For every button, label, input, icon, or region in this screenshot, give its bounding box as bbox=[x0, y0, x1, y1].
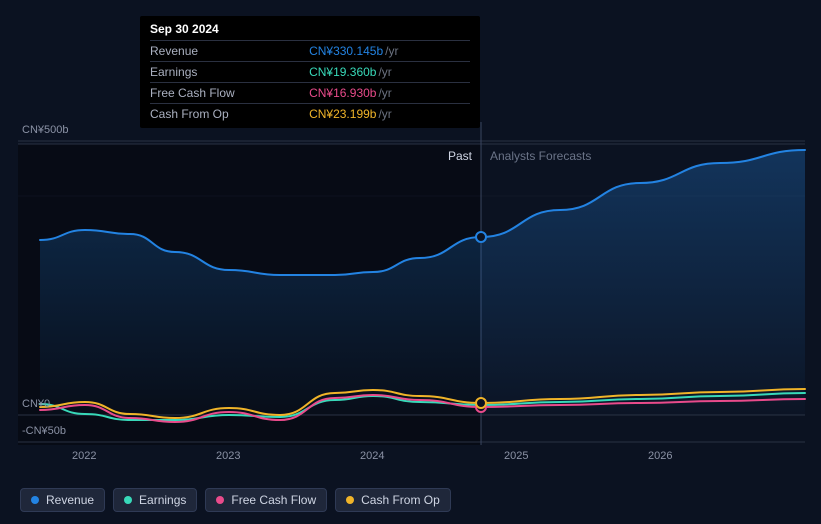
tooltip-unit: /yr bbox=[385, 44, 398, 58]
tooltip-date: Sep 30 2024 bbox=[150, 22, 470, 36]
legend: Revenue Earnings Free Cash Flow Cash Fro… bbox=[20, 488, 451, 512]
y-tick-neg50b: -CN¥50b bbox=[22, 425, 66, 437]
forecast-label: Analysts Forecasts bbox=[490, 149, 591, 163]
legend-dot-icon bbox=[216, 496, 224, 504]
tooltip-label: Earnings bbox=[150, 62, 291, 83]
legend-item-revenue[interactable]: Revenue bbox=[20, 488, 105, 512]
tooltip-label: Free Cash Flow bbox=[150, 83, 291, 104]
legend-label: Cash From Op bbox=[361, 493, 440, 507]
legend-label: Earnings bbox=[139, 493, 186, 507]
x-tick-2026: 2026 bbox=[648, 450, 672, 462]
x-tick-2022: 2022 bbox=[72, 450, 96, 462]
legend-label: Free Cash Flow bbox=[231, 493, 316, 507]
tooltip-label: Cash From Op bbox=[150, 104, 291, 125]
tooltip-row-earnings: Earnings CN¥19.360b/yr bbox=[150, 62, 470, 83]
tooltip-unit: /yr bbox=[378, 65, 391, 79]
tooltip-row-cfo: Cash From Op CN¥23.199b/yr bbox=[150, 104, 470, 125]
tooltip-value: CN¥19.360b bbox=[309, 65, 376, 79]
x-tick-2023: 2023 bbox=[216, 450, 240, 462]
financials-chart: CN¥500b CN¥0 -CN¥50b Past Analysts Forec… bbox=[0, 0, 821, 524]
y-tick-500b: CN¥500b bbox=[22, 124, 68, 136]
y-tick-0: CN¥0 bbox=[22, 398, 50, 410]
tooltip-value: CN¥23.199b bbox=[309, 107, 376, 121]
past-label: Past bbox=[448, 149, 472, 163]
legend-item-cfo[interactable]: Cash From Op bbox=[335, 488, 451, 512]
tooltip-unit: /yr bbox=[378, 107, 391, 121]
legend-label: Revenue bbox=[46, 493, 94, 507]
legend-item-earnings[interactable]: Earnings bbox=[113, 488, 197, 512]
tooltip-row-fcf: Free Cash Flow CN¥16.930b/yr bbox=[150, 83, 470, 104]
tooltip-value: CN¥330.145b bbox=[309, 44, 383, 58]
legend-dot-icon bbox=[124, 496, 132, 504]
tooltip-value: CN¥16.930b bbox=[309, 86, 376, 100]
hover-tooltip: Sep 30 2024 Revenue CN¥330.145b/yr Earni… bbox=[140, 16, 480, 128]
x-tick-2024: 2024 bbox=[360, 450, 384, 462]
legend-dot-icon bbox=[31, 496, 39, 504]
tooltip-label: Revenue bbox=[150, 41, 291, 62]
tooltip-row-revenue: Revenue CN¥330.145b/yr bbox=[150, 41, 470, 62]
legend-item-fcf[interactable]: Free Cash Flow bbox=[205, 488, 327, 512]
legend-dot-icon bbox=[346, 496, 354, 504]
tooltip-unit: /yr bbox=[378, 86, 391, 100]
x-tick-2025: 2025 bbox=[504, 450, 528, 462]
